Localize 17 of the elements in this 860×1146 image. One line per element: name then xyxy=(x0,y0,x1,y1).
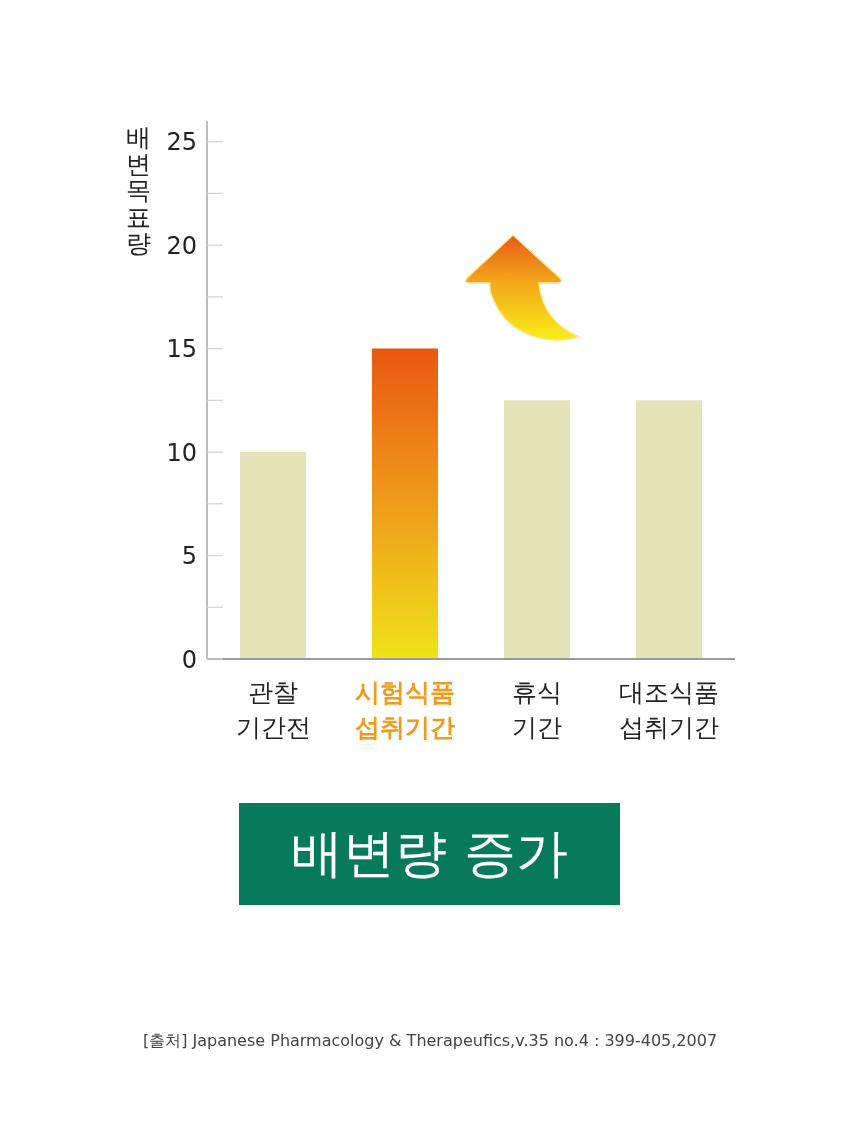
bar xyxy=(372,348,438,659)
x-tick-label: 시험식품 섭취기간 xyxy=(355,678,455,742)
bar xyxy=(240,452,306,659)
y-tick-label: 15 xyxy=(166,335,197,364)
y-tick-label: 25 xyxy=(166,128,197,157)
y-tick-label: 5 xyxy=(181,542,197,571)
x-tick-label: 대조식품 섭취기간 xyxy=(619,678,719,742)
caption-banner: 배변량 증가 xyxy=(239,803,620,905)
y-tick-label: 20 xyxy=(166,231,197,260)
y-axis-title: 배변목표량 xyxy=(125,123,151,258)
text: [출처] Japanese Pharmacology & Therapeufics,v.35 no.4 : 399-405,2007 xyxy=(142,1031,718,1050)
x-tick-label: 관찰 기간전 xyxy=(235,678,311,742)
bar xyxy=(636,400,702,659)
bar xyxy=(504,400,570,659)
y-tick-label: 0 xyxy=(181,645,197,674)
x-tick-label: 휴식 기간 xyxy=(512,678,562,742)
y-tick-label: 10 xyxy=(166,438,197,467)
